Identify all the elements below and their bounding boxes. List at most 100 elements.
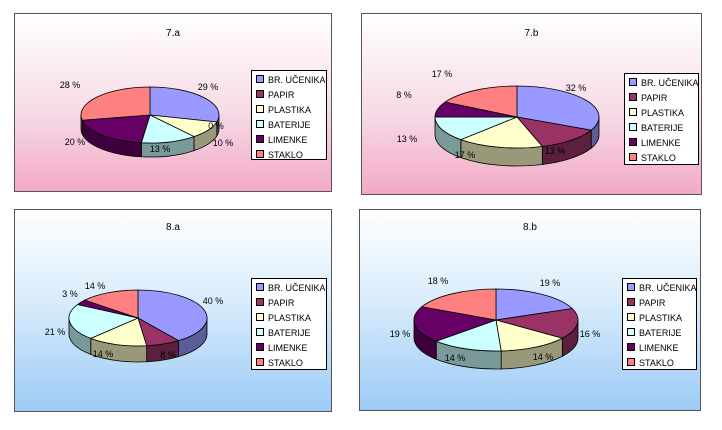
chart-title: 8.b: [523, 222, 537, 233]
legend-label: BATERIJE: [639, 328, 682, 338]
legend-item: PAPIR: [256, 88, 322, 103]
pie-slice-4: [434, 116, 518, 141]
legend-label: STAKLO: [268, 150, 303, 160]
legend-swatch: [627, 283, 635, 291]
chart-panel-8b: 8.b 19 % 16 % 14 % 14 % 19 % 18 % BR. UČENIKA…: [359, 209, 701, 411]
pie-slice-2: [495, 308, 579, 339]
pie-chart-7a: 29 % 0 % 10 % 13 % 20 % 28 %: [60, 80, 234, 158]
legend-label: BR. UČENIKA: [268, 283, 326, 293]
legend-swatch: [256, 358, 264, 366]
legend-swatch: [627, 343, 635, 351]
pie-slice-2: [515, 116, 593, 147]
data-label-4: 13 %: [397, 134, 418, 144]
pie-slice-6: [420, 288, 497, 321]
pie-slice-6: [83, 289, 139, 319]
pie-slice-3: [495, 319, 564, 352]
legend-label: LIMENKE: [641, 138, 681, 148]
legend-item: BR. UČENIKA: [629, 76, 699, 91]
data-label-3: 14 %: [533, 352, 554, 362]
pie-slice-1: [495, 288, 574, 321]
legend-swatch: [256, 75, 264, 83]
legend-label: LIMENKE: [639, 343, 679, 353]
legend-item: BATERIJE: [629, 121, 694, 136]
legend-item: BR. UČENIKA: [256, 73, 326, 88]
legend-swatch: [256, 135, 264, 143]
legend-label: BATERIJE: [268, 120, 311, 130]
pie-slice-4: [140, 114, 196, 144]
legend-swatch: [629, 78, 637, 86]
legend-label: BR. UČENIKA: [639, 283, 697, 293]
chart-title: 7.a: [166, 28, 180, 39]
legend-swatch: [629, 123, 637, 131]
legend-swatch: [256, 343, 264, 351]
pie-slice-5: [413, 306, 498, 342]
legend-item: PLASTIKA: [256, 103, 322, 118]
pie-slice-1: [516, 85, 600, 131]
legend-swatch: [629, 108, 637, 116]
legend-swatch: [627, 328, 635, 336]
legend-item: LIMENKE: [629, 136, 694, 151]
legend-item: STAKLO: [627, 356, 692, 371]
legend-swatch: [629, 153, 637, 161]
legend-item: STAKLO: [256, 148, 322, 163]
legend-label: PLASTIKA: [268, 105, 312, 115]
legend-swatch: [256, 120, 264, 128]
data-label-5: 3 %: [62, 289, 78, 299]
data-label-1: 19 %: [540, 278, 561, 288]
pie-slice-1: [137, 289, 208, 342]
data-label-5: 19 %: [390, 329, 411, 339]
legend-swatch: [256, 313, 264, 321]
legend-label: PAPIR: [641, 93, 668, 103]
data-label-5: 8 %: [396, 90, 412, 100]
legend-swatch: [256, 328, 264, 336]
legend-swatch: [627, 298, 635, 306]
legend-swatch: [256, 150, 264, 158]
chart-panel-7b: 7.b 32 % 13 % 17 % 13 % 8 % 17 % BR. UČENIKA P…: [361, 13, 702, 195]
pie-slice-5: [81, 114, 151, 144]
data-label-4: 14 %: [445, 353, 466, 363]
legend-item: LIMENKE: [256, 341, 322, 356]
legend-label: LIMENKE: [268, 343, 308, 353]
data-label-2: 0 %: [208, 121, 224, 131]
legend-swatch: [629, 138, 637, 146]
legend: BR. UČENIKA PAPIR PLASTIKA BATERIJE LIMENKE S…: [622, 278, 697, 370]
legend-item: BATERIJE: [256, 118, 322, 133]
legend-label: BR. UČENIKA: [641, 78, 699, 88]
legend-label: PLASTIKA: [268, 313, 312, 323]
legend-label: STAKLO: [641, 153, 676, 163]
pie-slice-6: [80, 86, 151, 121]
legend-label: PAPIR: [268, 298, 295, 308]
legend-item: STAKLO: [256, 356, 322, 371]
legend-label: STAKLO: [639, 358, 674, 368]
data-label-6: 28 %: [60, 80, 81, 90]
pie-slice-3: [459, 116, 544, 149]
legend-swatch: [629, 93, 637, 101]
legend-label: STAKLO: [268, 358, 303, 368]
legend-swatch: [256, 90, 264, 98]
data-label-3: 17 %: [455, 150, 476, 160]
data-label-6: 14 %: [85, 281, 106, 291]
data-label-5: 20 %: [65, 137, 86, 147]
legend-item: BR. UČENIKA: [256, 281, 326, 296]
legend-label: PAPIR: [639, 298, 666, 308]
legend-item: PAPIR: [629, 91, 694, 106]
data-label-6: 18 %: [428, 276, 449, 286]
data-label-1: 32 %: [566, 83, 587, 93]
pie-slice-6: [444, 85, 518, 118]
legend-swatch: [256, 105, 264, 113]
legend-item: PLASTIKA: [629, 106, 694, 121]
legend-label: BATERIJE: [268, 328, 311, 338]
data-label-3: 10 %: [213, 138, 234, 148]
legend: BR. UČENIKA PAPIR PLASTIKA BATERIJE LIMENKE S…: [251, 70, 327, 160]
legend-item: PAPIR: [627, 296, 692, 311]
legend-label: BATERIJE: [641, 123, 684, 133]
pie-chart-8a: 40 % 8 % 14 % 21 % 3 % 14 %: [45, 281, 224, 363]
legend-item: PLASTIKA: [256, 311, 322, 326]
legend-swatch: [627, 313, 635, 321]
legend-label: PAPIR: [268, 90, 295, 100]
data-label-1: 40 %: [203, 296, 224, 306]
pie-slice-3: [89, 317, 148, 347]
pie-chart-7b: 32 % 13 % 17 % 13 % 8 % 17 %: [396, 69, 600, 167]
data-label-4: 21 %: [45, 327, 66, 337]
data-label-2: 8 %: [160, 350, 176, 360]
